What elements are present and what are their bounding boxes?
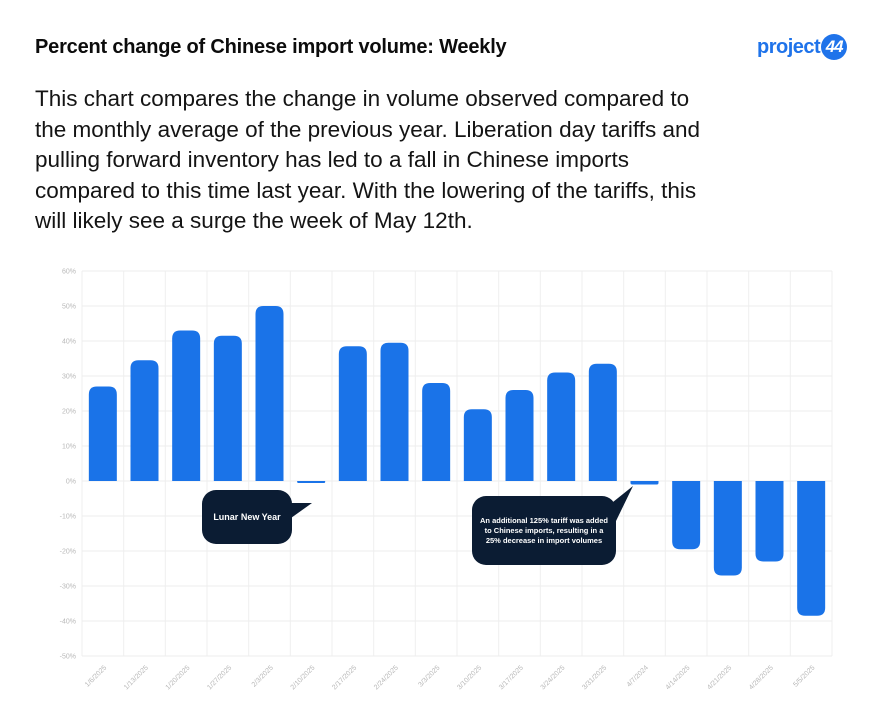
project44-logo: project 44 — [757, 34, 848, 60]
y-tick-label: -10% — [60, 514, 76, 521]
y-tick-label: -50% — [60, 654, 76, 661]
chart-description: This chart compares the change in volume… — [35, 86, 700, 233]
y-tick-label: 20% — [62, 409, 76, 416]
bar — [588, 363, 617, 481]
bar — [172, 330, 201, 481]
x-tick-label: 3/10/2025 — [456, 664, 483, 691]
bar — [380, 342, 409, 481]
bar — [797, 481, 826, 616]
x-tick-label: 4/28/2025 — [748, 664, 775, 691]
y-tick-label: 40% — [62, 339, 76, 346]
x-tick-label: 2/24/2025 — [373, 664, 400, 691]
y-tick-label: 60% — [62, 269, 76, 276]
bar — [130, 360, 159, 481]
y-tick-label: 10% — [62, 444, 76, 451]
bar — [672, 481, 701, 550]
x-tick-label: 4/14/2025 — [665, 664, 692, 691]
y-tick-label: -20% — [60, 549, 76, 556]
y-tick-label: 0% — [66, 479, 76, 486]
bar — [505, 390, 534, 481]
bar — [255, 306, 284, 481]
y-tick-label: -40% — [60, 619, 76, 626]
x-tick-label: 2/17/2025 — [331, 664, 358, 691]
y-tick-label: 30% — [62, 374, 76, 381]
x-tick-label: 3/3/2025 — [417, 664, 441, 688]
bar — [463, 409, 492, 481]
x-tick-label: 2/10/2025 — [290, 664, 317, 691]
annotation-lunar-new-year-text: Lunar New Year — [213, 512, 281, 522]
bar — [213, 335, 242, 481]
bar — [338, 346, 367, 481]
annotation-lunar-new-year: Lunar New Year — [202, 490, 292, 544]
x-tick-label: 1/20/2025 — [165, 664, 192, 691]
bar — [297, 481, 326, 483]
x-tick-label: 1/6/2025 — [84, 664, 108, 688]
bar — [422, 383, 451, 481]
annotation-tariff: An additional 125% tariff was added to C… — [472, 496, 616, 565]
chart-title: Percent change of Chinese import volume:… — [35, 36, 507, 58]
bar — [547, 372, 576, 481]
x-tick-label: 3/17/2025 — [498, 664, 525, 691]
x-tick-label: 3/31/2025 — [581, 664, 608, 691]
y-tick-label: 50% — [62, 304, 76, 311]
bar — [755, 481, 784, 562]
bar — [713, 481, 742, 576]
x-tick-label: 3/24/2025 — [540, 664, 567, 691]
x-tick-label: 4/21/2025 — [706, 664, 733, 691]
x-tick-label: 4/7/2024 — [626, 664, 650, 688]
x-tick-label: 1/13/2025 — [123, 664, 150, 691]
bar — [630, 481, 659, 485]
annotation-tariff-text: An additional 125% tariff was added to C… — [480, 515, 608, 545]
logo-text: project — [757, 35, 821, 58]
y-tick-label: -30% — [60, 584, 76, 591]
x-tick-label: 1/27/2025 — [206, 664, 233, 691]
bar — [88, 386, 117, 481]
x-tick-label: 2/3/2025 — [251, 664, 275, 688]
logo-badge: 44 — [821, 34, 848, 60]
x-tick-label: 5/5/2025 — [792, 664, 816, 688]
